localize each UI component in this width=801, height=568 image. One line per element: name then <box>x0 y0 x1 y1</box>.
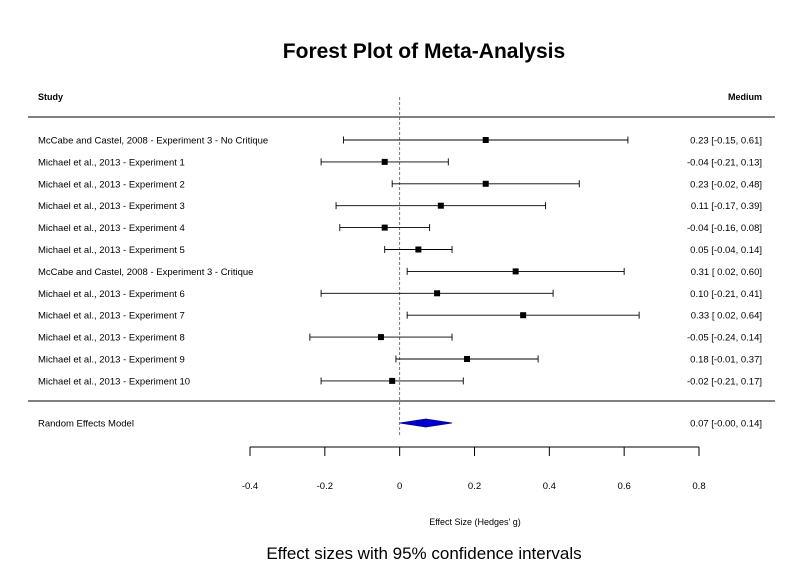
summary-effect-text: 0.07 [-0.00, 0.14] <box>690 419 762 430</box>
x-tick-label: -0.2 <box>317 481 333 492</box>
effect-ci-text: 0.31 [ 0.02, 0.60] <box>691 267 762 278</box>
effect-ci-text: 0.23 [-0.02, 0.48] <box>690 179 762 190</box>
effect-ci-text: -0.04 [-0.21, 0.13] <box>687 157 762 168</box>
effect-ci-text: 0.33 [ 0.02, 0.64] <box>691 311 762 322</box>
study-label: Michael et al., 2013 - Experiment 9 <box>38 355 185 366</box>
study-label: Michael et al., 2013 - Experiment 5 <box>38 245 185 256</box>
point-estimate-marker <box>381 224 388 231</box>
study-label: Michael et al., 2013 - Experiment 6 <box>38 289 185 300</box>
effect-ci-text: 0.23 [-0.15, 0.61] <box>690 136 762 147</box>
study-label: Michael et al., 2013 - Experiment 8 <box>38 333 185 344</box>
study-label: Michael et al., 2013 - Experiment 10 <box>38 376 190 387</box>
x-tick-label: 0.2 <box>468 481 481 492</box>
study-row: McCabe and Castel, 2008 - Experiment 3 -… <box>38 267 762 278</box>
effect-ci-text: -0.04 [-0.16, 0.08] <box>687 223 762 234</box>
point-estimate-marker <box>512 268 519 275</box>
x-tick-label: 0.4 <box>543 481 556 492</box>
x-tick-label: 0 <box>397 481 402 492</box>
study-label: Michael et al., 2013 - Experiment 7 <box>38 311 185 322</box>
chart-title: Forest Plot of Meta-Analysis <box>283 40 565 63</box>
study-row: Michael et al., 2013 - Experiment 4 -0.04… <box>38 223 762 234</box>
point-estimate-marker <box>434 290 441 297</box>
x-tick-label: -0.4 <box>242 481 258 492</box>
x-axis: -0.4 -0.2 0 0.2 0.4 0.6 0.8 <box>242 446 706 492</box>
effect-ci-text: 0.11 [-0.17, 0.39] <box>691 201 762 212</box>
study-row: Michael et al., 2013 - Experiment 9 0.18 … <box>38 355 762 366</box>
summary-label: Random Effects Model <box>38 419 134 430</box>
effect-ci-text: 0.18 [-0.01, 0.37] <box>690 355 762 366</box>
point-estimate-marker <box>381 158 388 165</box>
study-label: Michael et al., 2013 - Experiment 4 <box>38 223 185 234</box>
study-row: McCabe and Castel, 2008 - Experiment 3 -… <box>38 136 762 147</box>
study-rows: McCabe and Castel, 2008 - Experiment 3 -… <box>38 136 762 388</box>
study-label: Michael et al., 2013 - Experiment 3 <box>38 201 185 212</box>
point-estimate-marker <box>415 246 422 253</box>
summary-row: Random Effects Model 0.07 [-0.00, 0.14] <box>38 419 762 430</box>
effect-ci-text: -0.02 [-0.21, 0.17] <box>687 376 762 387</box>
point-estimate-marker <box>482 180 489 187</box>
study-row: Michael et al., 2013 - Experiment 2 0.23 … <box>38 179 762 190</box>
effect-column-header: Medium <box>728 92 762 102</box>
point-estimate-marker <box>437 202 444 209</box>
study-column-header: Study <box>38 92 63 102</box>
point-estimate-marker <box>520 312 527 319</box>
x-axis-label: Effect Size (Hedges' g) <box>429 517 521 527</box>
effect-ci-text: 0.10 [-0.21, 0.41] <box>690 289 762 300</box>
study-label: Michael et al., 2013 - Experiment 1 <box>38 157 185 168</box>
x-tick-label: 0.6 <box>618 481 631 492</box>
point-estimate-marker <box>482 137 489 143</box>
study-row: Michael et al., 2013 - Experiment 1 -0.04… <box>38 157 762 168</box>
point-estimate-marker <box>389 377 396 384</box>
point-estimate-marker <box>464 356 471 362</box>
study-row: Michael et al., 2013 - Experiment 5 0.05 … <box>38 245 762 256</box>
study-label: McCabe and Castel, 2008 - Experiment 3 -… <box>38 267 253 278</box>
study-label: Michael et al., 2013 - Experiment 2 <box>38 179 185 190</box>
study-row: Michael et al., 2013 - Experiment 3 0.11 … <box>38 201 762 212</box>
study-row: Michael et al., 2013 - Experiment 6 0.10 … <box>38 289 762 300</box>
study-row: Michael et al., 2013 - Experiment 7 0.33 … <box>38 311 762 322</box>
study-row: Michael et al., 2013 - Experiment 10 -0.0… <box>38 376 762 387</box>
study-label: McCabe and Castel, 2008 - Experiment 3 -… <box>38 136 268 147</box>
study-row: Michael et al., 2013 - Experiment 8 -0.05… <box>38 333 762 344</box>
effect-ci-text: 0.05 [-0.04, 0.14] <box>690 245 762 256</box>
effect-ci-text: -0.05 [-0.24, 0.14] <box>687 333 762 344</box>
chart-subtitle: Effect sizes with 95% confidence interva… <box>266 544 581 563</box>
point-estimate-marker <box>377 334 384 341</box>
x-tick-label: 0.8 <box>692 481 705 492</box>
summary-diamond <box>399 418 453 428</box>
